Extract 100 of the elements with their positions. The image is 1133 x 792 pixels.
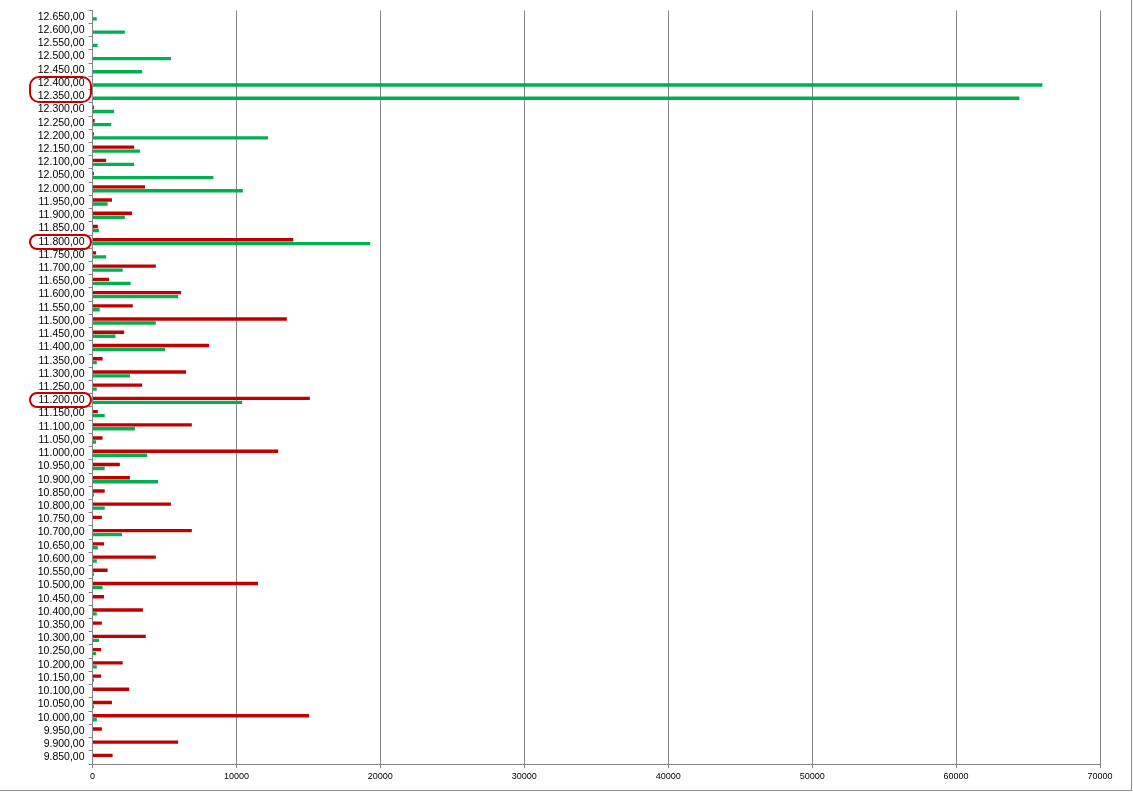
x-tick-label: 60000 — [943, 770, 969, 781]
y-tick-label: 12.100,00 — [37, 155, 85, 168]
y-tick-label: 10.950,00 — [37, 459, 85, 472]
y-tick-label: 11.500,00 — [38, 313, 85, 326]
bar — [93, 251, 97, 255]
y-tick-label: 12.250,00 — [37, 115, 85, 128]
y-tick-label: 11.950,00 — [38, 194, 85, 207]
bar — [93, 661, 123, 665]
x-tick-label: 10000 — [223, 770, 249, 781]
bar — [93, 202, 108, 206]
bar — [93, 568, 108, 572]
y-tick-label: 10.150,00 — [37, 670, 85, 683]
bar — [93, 361, 97, 365]
y-tick-label: 12.650,00 — [37, 9, 85, 22]
y-tick-label: 11.450,00 — [38, 327, 85, 340]
bar — [93, 317, 287, 321]
y-tick-label: 10.300,00 — [37, 631, 85, 644]
bar — [93, 423, 192, 427]
y-tick-label: 11.050,00 — [38, 432, 85, 445]
y-tick-label: 11.650,00 — [38, 274, 85, 287]
y-tick-label: 10.050,00 — [37, 697, 85, 710]
bar — [93, 357, 103, 361]
y-tick-label: 12.200,00 — [37, 128, 85, 141]
bar — [93, 559, 97, 563]
y-tick-label: 11.150,00 — [38, 406, 85, 419]
y-tick-label: 10.750,00 — [37, 512, 85, 525]
y-tick-label: 12.150,00 — [37, 142, 85, 155]
y-tick-label: 11.100,00 — [38, 419, 85, 432]
y-tick-label: 9.950,00 — [43, 723, 85, 736]
y-tick-label: 9.850,00 — [43, 750, 85, 763]
x-tick-label: 20000 — [367, 770, 393, 781]
bar — [93, 476, 130, 480]
y-tick-label: 12.000,00 — [37, 181, 85, 194]
bar — [93, 224, 98, 229]
y-tick-label: 11.000,00 — [38, 446, 85, 459]
y-tick-label: 12.550,00 — [37, 36, 85, 49]
bar — [93, 308, 100, 312]
bar — [93, 409, 98, 414]
y-tick-label: 10.350,00 — [37, 618, 85, 631]
y-tick-label: 10.100,00 — [37, 684, 85, 697]
y-tick-label: 12.600,00 — [37, 23, 85, 36]
bar — [93, 185, 146, 189]
y-tick-label: 10.800,00 — [37, 499, 85, 512]
y-tick-label: 11.850,00 — [38, 221, 85, 234]
bar — [93, 674, 102, 678]
x-tick-label: 40000 — [655, 770, 681, 781]
y-tick-label: 10.450,00 — [37, 591, 85, 604]
y-tick-label: 11.250,00 — [38, 380, 85, 393]
bar — [93, 727, 102, 731]
bar — [93, 466, 105, 471]
bar — [93, 740, 179, 744]
y-tick-label: 11.400,00 — [38, 340, 85, 353]
bar — [93, 436, 103, 440]
y-tick-label: 12.400,00 — [37, 75, 85, 88]
bar — [93, 136, 269, 140]
bar — [93, 413, 105, 418]
y-tick-label: 11.700,00 — [38, 261, 85, 274]
y-tick-label: 12.300,00 — [37, 102, 85, 115]
x-tick-label: 50000 — [799, 770, 825, 781]
y-tick-label: 12.500,00 — [37, 49, 85, 62]
bar — [93, 145, 135, 149]
bar — [93, 515, 102, 520]
bar — [93, 30, 125, 34]
bar — [93, 228, 99, 233]
y-tick-label: 10.500,00 — [37, 578, 85, 591]
x-tick-label: 30000 — [511, 770, 537, 781]
bar — [93, 638, 99, 643]
bar — [93, 304, 133, 308]
y-tick-label: 11.550,00 — [38, 300, 85, 313]
y-tick-label: 11.600,00 — [38, 287, 85, 300]
y-tick-label: 10.650,00 — [37, 538, 85, 551]
bar — [93, 502, 171, 506]
bar — [93, 370, 187, 374]
y-tick-label: 12.450,00 — [37, 62, 85, 75]
x-tick-label: 70000 — [1087, 770, 1113, 781]
bar — [93, 608, 143, 612]
y-tick-label: 10.850,00 — [37, 485, 85, 498]
bar — [93, 198, 112, 202]
y-tick-label: 10.550,00 — [37, 565, 85, 578]
bar — [93, 489, 105, 493]
bar — [93, 621, 102, 625]
bar — [93, 546, 98, 550]
y-tick-label: 9.900,00 — [43, 737, 85, 750]
bar — [93, 753, 113, 758]
y-tick-label: 10.000,00 — [37, 710, 85, 723]
bar — [93, 387, 97, 391]
bar — [93, 585, 103, 590]
y-tick-label: 10.400,00 — [37, 604, 85, 617]
bar — [93, 555, 156, 559]
bar — [93, 281, 131, 286]
bar — [93, 17, 97, 21]
bar — [93, 506, 105, 510]
y-tick-label: 11.200,00 — [38, 393, 85, 406]
bar — [93, 255, 107, 259]
bar — [93, 264, 156, 268]
y-tick-label: 10.250,00 — [37, 644, 85, 657]
y-tick-label: 11.900,00 — [38, 208, 85, 221]
bar — [93, 542, 105, 546]
y-tick-label: 10.700,00 — [37, 525, 85, 538]
bar — [93, 665, 97, 669]
